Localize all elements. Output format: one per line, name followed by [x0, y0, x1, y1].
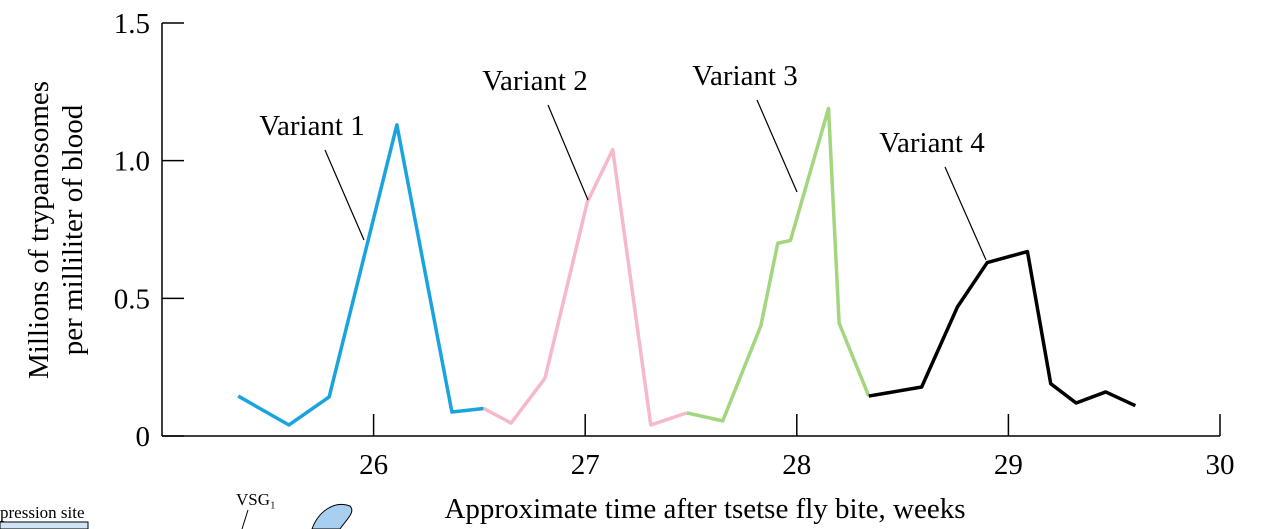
x-tick-label: 26	[359, 449, 388, 481]
x-tick-label: 27	[571, 449, 600, 481]
x-tick-label: 30	[1206, 449, 1235, 481]
leader-line	[756, 99, 798, 193]
y-tick-label: 0.5	[114, 283, 150, 315]
cropped-box	[0, 521, 89, 529]
series-line	[686, 106, 871, 423]
cropped-shape	[311, 504, 353, 529]
x-axis-label: Approximate time after tsetse fly bite, …	[444, 493, 965, 525]
y-axis-label-line: per milliliter of blood	[57, 104, 89, 355]
series-label: Variant 2	[482, 65, 588, 97]
series-label: Variant 4	[879, 127, 985, 159]
x-tick-label: 29	[994, 449, 1023, 481]
series-line	[237, 123, 484, 427]
series-line	[868, 249, 1137, 408]
leader-line	[547, 104, 589, 201]
series-label: Variant 3	[692, 60, 798, 92]
series-label: Variant 1	[259, 110, 365, 142]
leader-line	[944, 166, 987, 261]
series-line	[482, 147, 688, 427]
cropped-label: VSG₁	[236, 490, 276, 509]
y-axis-label: Millions of trypanosomes per milliliter …	[23, 81, 89, 379]
y-tick-label: 1.0	[114, 146, 150, 178]
cropped-label: pression site	[0, 503, 85, 522]
y-axis-label-line: Millions of trypanosomes	[23, 81, 55, 379]
leader-line	[324, 149, 365, 241]
y-tick-label: 0	[136, 421, 151, 453]
x-tick-label: 28	[782, 449, 811, 481]
cropped-leader	[241, 509, 249, 529]
y-tick-label: 1.5	[114, 8, 150, 40]
